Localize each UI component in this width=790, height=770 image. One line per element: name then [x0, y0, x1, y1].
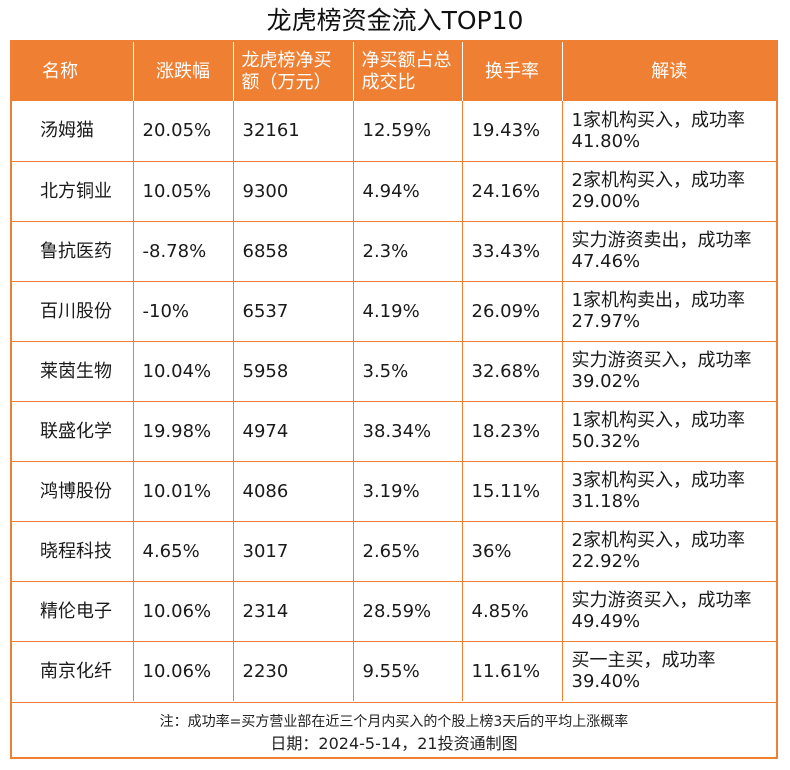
- cell-interpretation: 买一主买，成功率39.40%: [561, 640, 776, 701]
- table-row: 汤姆猫 20.05% 32161 12.59% 19.43% 1家机构买入，成功…: [12, 101, 776, 161]
- cell-change: 10.05%: [132, 160, 233, 221]
- table-frame: 名称 涨跌幅 龙虎榜净买额（万元） 净买额占总成交比 换手率 解读 汤姆猫 20…: [10, 40, 778, 759]
- date-credit: 日期：2024-5-14，21投资通制图: [270, 734, 518, 753]
- header-net-buy: 龙虎榜净买额（万元）: [232, 42, 353, 101]
- cell-net-buy: 9300: [232, 160, 353, 221]
- cell-net-ratio: 3.19%: [352, 460, 462, 521]
- footnote: 注：成功率=买方营业部在近三个月内买入的个股上榜3天后的平均上涨概率: [159, 714, 629, 730]
- footer-notes: 注：成功率=买方营业部在近三个月内买入的个股上榜3天后的平均上涨概率 日期：20…: [12, 702, 776, 758]
- cell-net-ratio: 2.3%: [352, 220, 462, 281]
- cell-turnover: 24.16%: [461, 160, 562, 221]
- cell-net-ratio: 38.34%: [352, 400, 462, 461]
- cell-net-ratio: 3.5%: [352, 340, 462, 401]
- cell-turnover: 4.85%: [461, 580, 562, 641]
- cell-change: 19.98%: [132, 400, 233, 461]
- cell-name: 鸿博股份: [12, 460, 133, 521]
- cell-net-buy: 6858: [232, 220, 353, 281]
- cell-interpretation: 实力游资买入，成功率49.49%: [561, 580, 776, 641]
- cell-turnover: 11.61%: [461, 640, 562, 701]
- cell-interpretation: 2家机构买入，成功率29.00%: [561, 160, 776, 221]
- cell-interpretation: 1家机构卖出，成功率27.97%: [561, 280, 776, 341]
- table-header-row: 名称 涨跌幅 龙虎榜净买额（万元） 净买额占总成交比 换手率 解读: [12, 42, 776, 101]
- cell-turnover: 15.11%: [461, 460, 562, 521]
- cell-net-buy: 4974: [232, 400, 353, 461]
- cell-change: 10.01%: [132, 460, 233, 521]
- cell-turnover: 26.09%: [461, 280, 562, 341]
- table-row: 精伦电子 10.06% 2314 28.59% 4.85% 实力游资买入，成功率…: [12, 580, 776, 641]
- cell-interpretation: 实力游资买入，成功率39.02%: [561, 340, 776, 401]
- cell-name: 百川股份: [12, 280, 133, 341]
- cell-name: 晓程科技: [12, 520, 133, 581]
- cell-net-buy: 4086: [232, 460, 353, 521]
- table-row: 百川股份 -10% 6537 4.19% 26.09% 1家机构卖出，成功率27…: [12, 280, 776, 341]
- dragon-tiger-table: 名称 涨跌幅 龙虎榜净买额（万元） 净买额占总成交比 换手率 解读 汤姆猫 20…: [12, 42, 776, 701]
- cell-net-buy: 3017: [232, 520, 353, 581]
- header-change: 涨跌幅: [132, 42, 233, 101]
- cell-turnover: 33.43%: [461, 220, 562, 281]
- table-row: 晓程科技 4.65% 3017 2.65% 36% 2家机构买入，成功率22.9…: [12, 520, 776, 581]
- cell-name: 联盛化学: [12, 400, 133, 461]
- cell-net-ratio: 9.55%: [352, 640, 462, 701]
- cell-net-buy: 6537: [232, 280, 353, 341]
- cell-interpretation: 2家机构买入，成功率22.92%: [561, 520, 776, 581]
- cell-name: 精伦电子: [12, 580, 133, 641]
- cell-net-buy: 2314: [232, 580, 353, 641]
- cell-name: 莱茵生物: [12, 340, 133, 401]
- header-interpretation: 解读: [561, 42, 776, 101]
- table-row: 南京化纤 10.06% 2230 9.55% 11.61% 买一主买，成功率39…: [12, 640, 776, 701]
- header-name: 名称: [12, 42, 133, 101]
- cell-turnover: 19.43%: [461, 101, 562, 161]
- cell-name: 汤姆猫: [40, 120, 94, 142]
- cell-name: 北方铜业: [12, 160, 133, 221]
- table-row: 莱茵生物 10.04% 5958 3.5% 32.68% 实力游资买入，成功率3…: [12, 340, 776, 401]
- cell-net-ratio: 28.59%: [352, 580, 462, 641]
- cell-turnover: 18.23%: [461, 400, 562, 461]
- cell-net-ratio: 4.94%: [352, 160, 462, 221]
- cell-interpretation: 实力游资卖出，成功率47.46%: [561, 220, 776, 281]
- cell-net-ratio: 4.19%: [352, 280, 462, 341]
- cell-change: -8.78%: [132, 220, 233, 281]
- cell-change: 20.05%: [132, 101, 233, 161]
- cell-net-buy: 2230: [232, 640, 353, 701]
- cell-interpretation: 3家机构买入，成功率31.18%: [561, 460, 776, 521]
- table-row: 鸿博股份 10.01% 4086 3.19% 15.11% 3家机构买入，成功率…: [12, 460, 776, 521]
- cell-change: 10.04%: [132, 340, 233, 401]
- header-turnover: 换手率: [461, 42, 562, 101]
- cell-interpretation: 1家机构买入，成功率50.32%: [561, 400, 776, 461]
- cell-net-buy: 32161: [232, 101, 353, 161]
- table-row: 鲁抗医药 -8.78% 6858 2.3% 33.43% 实力游资卖出，成功率4…: [12, 220, 776, 281]
- cell-change: 10.06%: [132, 640, 233, 701]
- cell-name: 鲁抗医药: [12, 220, 133, 281]
- cell-interpretation: 1家机构买入，成功率41.80%: [561, 101, 776, 161]
- cell-turnover: 32.68%: [461, 340, 562, 401]
- cell-turnover: 36%: [461, 520, 562, 581]
- header-net-ratio: 净买额占总成交比: [352, 42, 462, 101]
- page-title: 龙虎榜资金流入TOP10: [266, 6, 524, 35]
- cell-net-buy: 5958: [232, 340, 353, 401]
- cell-net-ratio: 12.59%: [352, 101, 462, 161]
- table-row: 联盛化学 19.98% 4974 38.34% 18.23% 1家机构买入，成功…: [12, 400, 776, 461]
- cell-change: 10.06%: [132, 580, 233, 641]
- cell-net-ratio: 2.65%: [352, 520, 462, 581]
- table-row: 北方铜业 10.05% 9300 4.94% 24.16% 2家机构买入，成功率…: [12, 160, 776, 221]
- cell-name: 南京化纤: [12, 640, 133, 701]
- cell-change: -10%: [132, 280, 233, 341]
- cell-change: 4.65%: [132, 520, 233, 581]
